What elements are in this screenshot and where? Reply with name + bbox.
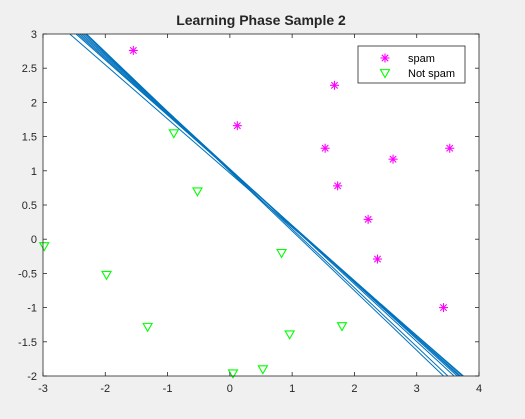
chart-title: Learning Phase Sample 2 bbox=[176, 12, 346, 28]
not-spam-point-9 bbox=[257, 365, 269, 375]
y-tick-label-6: 0.5 bbox=[22, 200, 37, 212]
spam-point-9 bbox=[372, 254, 382, 264]
y-tick-label-2: -1.5 bbox=[18, 337, 37, 349]
not-spam-point-8 bbox=[336, 322, 348, 332]
x-axis: -3 -2 -1 0 1 2 3 4 bbox=[38, 34, 482, 395]
spam-point-10 bbox=[438, 303, 448, 313]
plot-area bbox=[43, 34, 479, 376]
not-spam-point-6 bbox=[142, 322, 154, 333]
not-spam-point-3 bbox=[38, 242, 50, 252]
decision-lines bbox=[69, 34, 464, 376]
y-tick-label-5: 0 bbox=[31, 234, 37, 246]
legend-box bbox=[357, 45, 466, 84]
x-tick-label-4: 0 bbox=[227, 383, 233, 395]
spam-point-7 bbox=[333, 181, 343, 191]
y-tick-label-11: 3 bbox=[31, 29, 37, 41]
not-spam-point-2 bbox=[192, 187, 203, 197]
legend-label-spam: spam bbox=[408, 53, 435, 65]
x-tick-label-8: 4 bbox=[476, 383, 482, 395]
not-spam-point-5 bbox=[276, 248, 288, 259]
y-tick-label-1: -2 bbox=[27, 371, 37, 383]
y-axis: -2 -1.5 -1 -0.5 0 0.5 1 1.5 2 2.5 3 bbox=[18, 29, 479, 383]
x-tick-label-1: -3 bbox=[38, 383, 48, 395]
y-tick-label-4: -0.5 bbox=[18, 268, 37, 280]
spam-point-8 bbox=[363, 214, 373, 224]
spam-point-4 bbox=[320, 143, 330, 153]
not-spam-point-1 bbox=[168, 129, 180, 139]
spam-point-3 bbox=[329, 80, 339, 90]
legend-marker-not-spam bbox=[379, 69, 391, 79]
spam-point-6 bbox=[445, 143, 455, 153]
y-tick-label-3: -1 bbox=[27, 303, 37, 315]
data-markers bbox=[38, 45, 455, 379]
spam-point-1 bbox=[128, 45, 138, 55]
y-tick-label-9: 2 bbox=[31, 97, 37, 109]
spam-point-5 bbox=[388, 154, 398, 164]
not-spam-point-10 bbox=[227, 369, 239, 379]
decision-line-8 bbox=[86, 34, 444, 376]
y-tick-label-7: 1 bbox=[31, 166, 37, 178]
x-tick-label-2: -2 bbox=[100, 383, 110, 395]
x-tick-label-6: 2 bbox=[351, 383, 357, 395]
not-spam-point-4 bbox=[101, 270, 112, 281]
spam-point-2 bbox=[232, 121, 242, 131]
y-tick-label-8: 1.5 bbox=[22, 132, 37, 144]
y-tick-label-10: 2.5 bbox=[22, 63, 37, 75]
legend: spam Not spam bbox=[357, 45, 466, 84]
legend-marker-spam bbox=[380, 53, 390, 63]
legend-label-not-spam: Not spam bbox=[408, 68, 455, 80]
x-tick-label-3: -1 bbox=[163, 383, 173, 395]
x-tick-label-5: 1 bbox=[289, 383, 295, 395]
not-spam-point-7 bbox=[284, 330, 296, 340]
x-tick-label-7: 3 bbox=[414, 383, 420, 395]
